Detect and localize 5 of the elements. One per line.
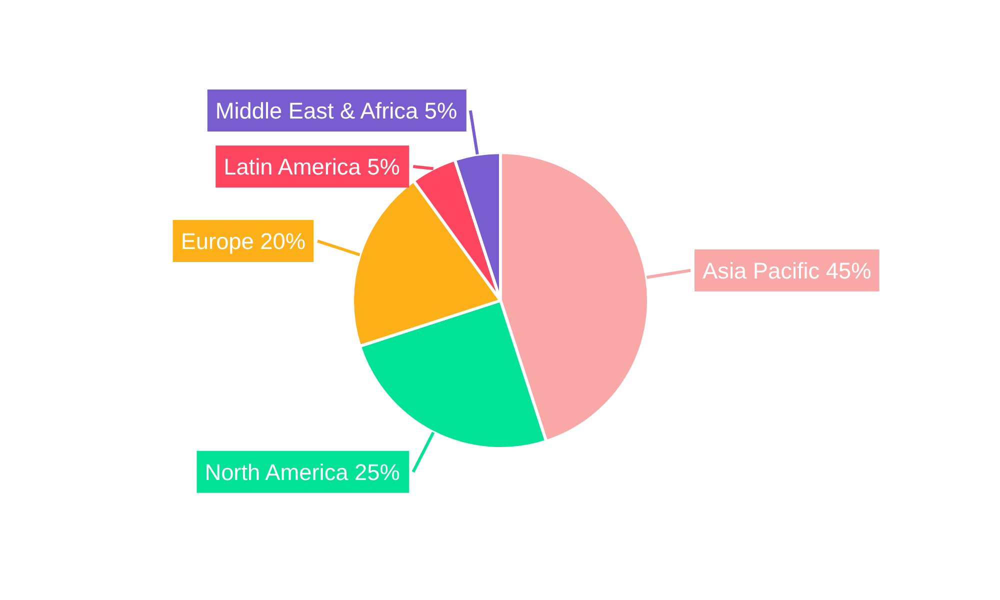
slice-label: Europe 20%: [180, 228, 306, 254]
slice-label: Latin America 5%: [224, 153, 400, 180]
slice-label: Middle East & Africa 5%: [215, 97, 458, 124]
slice-label: Asia Pacific 45%: [702, 257, 872, 284]
slice-label: North America 25%: [204, 458, 400, 485]
